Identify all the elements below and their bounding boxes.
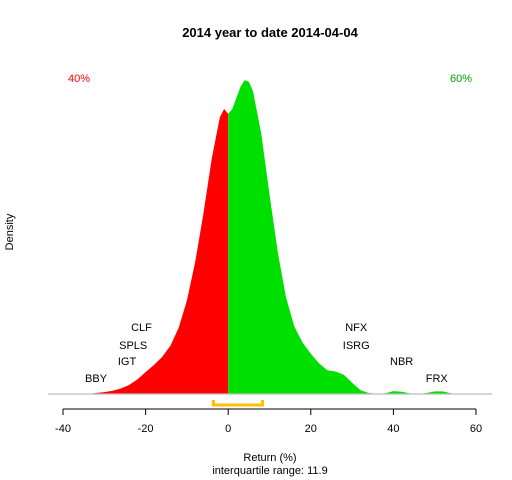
x-axis: -40 -20 0 20 40 60 — [55, 408, 482, 435]
ticker-label-igt: IGT — [118, 356, 137, 368]
plot-area — [48, 80, 492, 407]
y-axis-label: Density — [4, 213, 16, 250]
ticker-label-bby: BBY — [85, 373, 108, 385]
positive-share-label: 60% — [450, 73, 472, 85]
x-tick-label: 60 — [470, 423, 482, 435]
x-tick-label: 20 — [305, 423, 317, 435]
ticker-label-nbr: NBR — [390, 356, 413, 368]
iqr-subtitle: interquartile range: 11.9 — [212, 465, 327, 477]
positive-return-area — [228, 80, 456, 394]
x-tick-label: 0 — [225, 423, 231, 435]
chart-title: 2014 year to date 2014-04-04 — [182, 25, 358, 40]
iqr-bracket — [211, 400, 264, 407]
ticker-label-nfx: NFX — [345, 322, 368, 334]
x-tick-label: 40 — [387, 423, 399, 435]
x-tick-label: -40 — [55, 423, 71, 435]
ticker-label-spls: SPLS — [119, 340, 147, 352]
ticker-annotations: BBY IGT SPLS CLF NFX ISRG NBR FRX — [85, 322, 448, 385]
x-axis-label: Return (%) — [243, 452, 296, 464]
negative-return-area — [87, 109, 229, 394]
x-tick-label: -20 — [138, 423, 154, 435]
negative-share-label: 40% — [68, 73, 90, 85]
ticker-label-isrg: ISRG — [343, 340, 370, 352]
ticker-label-frx: FRX — [426, 373, 449, 385]
ticker-label-clf: CLF — [131, 322, 152, 334]
